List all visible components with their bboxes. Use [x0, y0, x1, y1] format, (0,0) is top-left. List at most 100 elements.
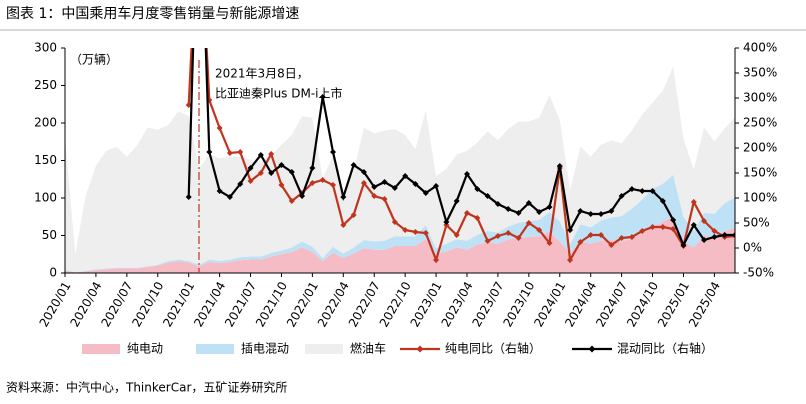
- marker: [299, 193, 306, 199]
- marker: [701, 218, 708, 224]
- marker: [350, 162, 357, 168]
- marker: [474, 186, 481, 192]
- marker: [206, 149, 213, 155]
- marker: [690, 222, 697, 228]
- annotation: 2021年3月8日，: [215, 67, 309, 81]
- marker: [464, 210, 470, 216]
- marker: [536, 209, 543, 215]
- marker: [340, 194, 347, 200]
- marker: [453, 232, 460, 238]
- marker: [278, 182, 285, 188]
- marker: [659, 198, 666, 204]
- y2-tick-label: 400%: [743, 41, 777, 55]
- legend-label: 纯电同比（右轴）: [445, 341, 541, 356]
- marker: [536, 227, 543, 233]
- marker: [598, 211, 604, 217]
- marker: [494, 201, 501, 207]
- marker: [422, 190, 429, 196]
- marker: [505, 230, 512, 236]
- legend-swatch: [305, 344, 343, 354]
- marker: [701, 237, 708, 243]
- marker: [268, 170, 275, 176]
- y2-tick-label: 350%: [743, 66, 777, 80]
- legend-label: 插电混动: [241, 342, 289, 356]
- marker: [257, 152, 264, 158]
- marker: [721, 232, 728, 238]
- marker: [639, 188, 646, 194]
- marker: [525, 220, 532, 226]
- marker: [319, 177, 326, 183]
- y2-tick-label: 200%: [743, 141, 777, 155]
- marker: [453, 198, 460, 204]
- legend-label: 纯电动: [127, 342, 163, 356]
- marker: [670, 226, 677, 232]
- legend-marker: [588, 345, 596, 353]
- marker: [330, 149, 336, 155]
- marker: [185, 102, 192, 108]
- marker: [412, 181, 419, 187]
- marker: [247, 165, 254, 171]
- y-tick-label: 50: [42, 228, 57, 242]
- marker: [618, 235, 625, 241]
- marker: [391, 185, 398, 191]
- marker: [319, 94, 326, 100]
- marker: [216, 188, 223, 194]
- legend-label: 燃油车: [350, 341, 386, 356]
- marker: [670, 217, 677, 223]
- marker: [443, 219, 450, 225]
- y2-tick-label: 0%: [743, 241, 762, 255]
- marker: [525, 200, 532, 206]
- marker: [649, 188, 656, 194]
- marker: [371, 193, 378, 199]
- marker: [659, 224, 666, 230]
- marker: [433, 257, 440, 263]
- marker: [587, 232, 594, 238]
- marker: [381, 196, 388, 202]
- y-tick-label: 100: [34, 191, 57, 205]
- marker: [711, 228, 718, 234]
- marker: [608, 208, 615, 214]
- marker: [711, 234, 718, 240]
- marker: [649, 224, 656, 230]
- marker: [732, 232, 735, 238]
- y-tick-label: 200: [34, 116, 57, 130]
- marker: [237, 149, 244, 155]
- legend-marker: [416, 345, 424, 353]
- marker: [422, 230, 429, 236]
- marker: [484, 193, 491, 199]
- legend-swatch: [82, 344, 120, 354]
- marker: [278, 162, 285, 168]
- area: [65, 174, 735, 273]
- marker: [371, 184, 378, 190]
- marker: [433, 183, 440, 189]
- y-tick-label: 250: [34, 78, 57, 92]
- marker: [237, 181, 244, 187]
- y2-tick-label: 150%: [743, 166, 777, 180]
- y2-tick-label: 50%: [743, 216, 770, 230]
- marker: [690, 199, 697, 205]
- marker: [330, 182, 336, 188]
- marker: [360, 169, 367, 175]
- marker: [340, 222, 347, 228]
- y2-tick-label: 250%: [743, 116, 777, 130]
- marker: [288, 169, 295, 175]
- marker: [484, 238, 491, 244]
- marker: [515, 210, 522, 216]
- annotation: 比亚迪秦Plus DM-i上市: [215, 86, 343, 101]
- marker: [309, 180, 316, 186]
- marker: [494, 233, 501, 239]
- marker: [608, 242, 615, 248]
- marker: [185, 194, 192, 200]
- marker: [216, 125, 223, 131]
- legend-label: 混动同比（右轴）: [617, 341, 713, 356]
- marker: [577, 208, 584, 214]
- marker: [226, 194, 233, 200]
- y-tick-label: 300: [34, 41, 57, 55]
- marker: [587, 211, 594, 217]
- marker: [360, 180, 367, 186]
- marker: [288, 198, 295, 204]
- marker: [628, 234, 635, 240]
- legend-swatch: [196, 344, 234, 354]
- marker: [567, 227, 574, 233]
